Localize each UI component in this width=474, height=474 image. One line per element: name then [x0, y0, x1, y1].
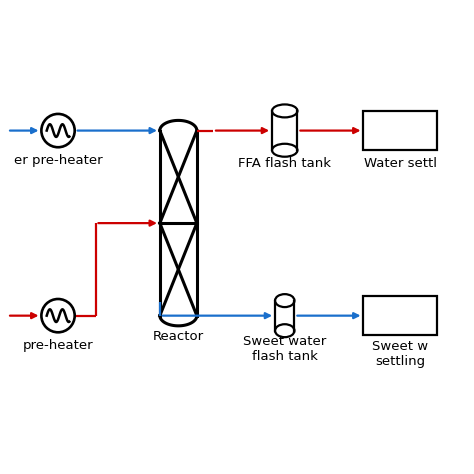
Polygon shape [275, 301, 294, 331]
Ellipse shape [272, 104, 298, 118]
Text: Reactor: Reactor [153, 329, 204, 343]
Text: Water settl: Water settl [364, 157, 437, 170]
Text: pre-heater: pre-heater [23, 339, 93, 352]
Polygon shape [272, 111, 298, 150]
Text: er pre-heater: er pre-heater [14, 154, 102, 167]
Bar [364, 111, 438, 150]
Bar [364, 296, 438, 335]
Text: Sweet water
flash tank: Sweet water flash tank [243, 335, 327, 363]
Text: FFA flash tank: FFA flash tank [238, 157, 331, 170]
Ellipse shape [275, 294, 294, 307]
Text: Sweet w
settling: Sweet w settling [373, 340, 428, 368]
